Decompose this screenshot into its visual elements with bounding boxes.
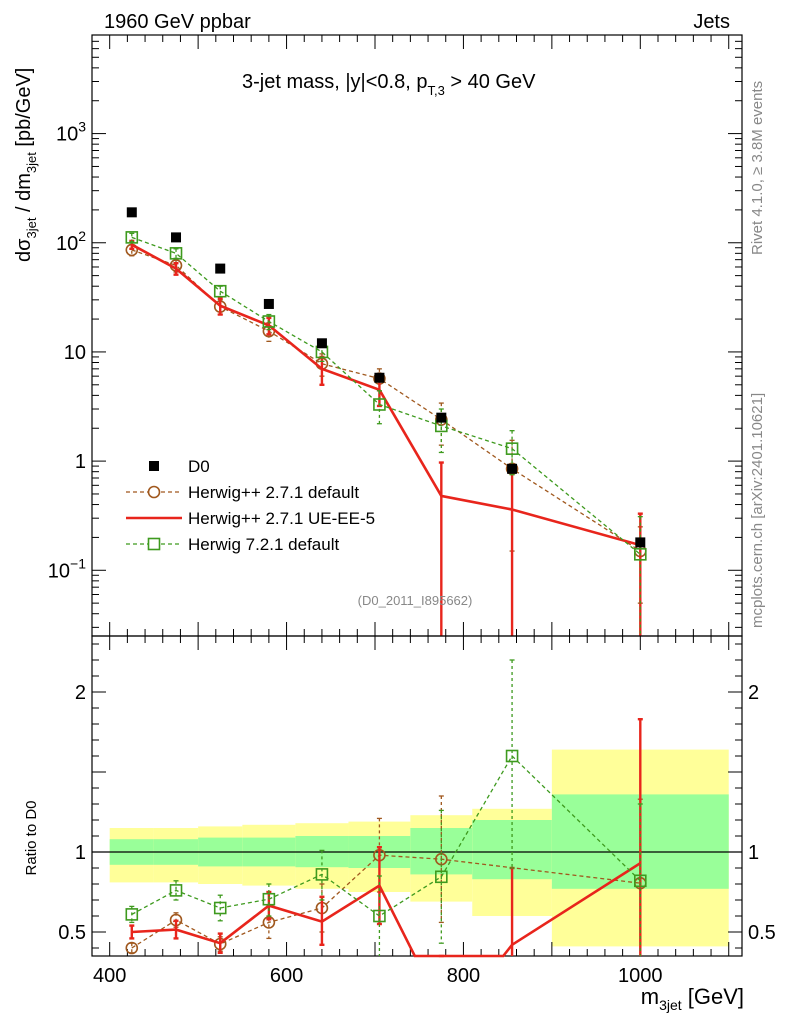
data-point <box>171 232 182 243</box>
x-tick-label: 400 <box>93 965 126 987</box>
square-marker <box>505 442 519 455</box>
legend-entry: D0 <box>149 457 210 476</box>
ratio-y-tick-label: 1 <box>75 842 86 864</box>
y-tick-label: 103 <box>56 119 86 146</box>
ratio-y-tick-label-right: 2 <box>748 682 759 704</box>
series-herwig-7-2-1-default <box>125 231 647 636</box>
square-marker <box>169 247 183 260</box>
legend-entry: Herwig++ 2.7.1 default <box>126 483 359 502</box>
square-marker <box>213 284 227 298</box>
x-tick-label: 600 <box>270 965 303 987</box>
legend-label: Herwig++ 2.7.1 UE-EE-5 <box>188 509 375 528</box>
legend-marker <box>147 537 161 551</box>
series-line <box>131 854 641 949</box>
jets-label: Jets <box>693 11 730 33</box>
data-point <box>126 207 137 218</box>
circle-marker <box>125 941 139 955</box>
square-marker <box>169 884 183 897</box>
square-marker <box>262 892 276 906</box>
square-marker <box>213 901 227 915</box>
analysis-watermark: (D0_2011_I895662) <box>358 593 473 608</box>
data-point <box>635 537 646 548</box>
legend-entry: Herwig++ 2.7.1 UE-EE-5 <box>126 509 375 528</box>
legend: D0 Herwig++ 2.7.1 default Herwig++ 2.7.1 U… <box>126 457 375 554</box>
main-ylabel: dσ3jet / dm3jet [pb/GeV] <box>13 68 39 262</box>
ratio-ylabel: Ratio to D0 <box>23 800 40 875</box>
ratio-y-tick-label: 2 <box>75 682 86 704</box>
square-marker <box>373 398 386 411</box>
legend-label: Herwig++ 2.7.1 default <box>188 483 359 502</box>
x-tick-label: 800 <box>447 965 480 987</box>
square-marker <box>505 749 519 763</box>
series-herwig-2-7-1-ue-ee-5 <box>129 239 643 636</box>
ratio-y-tick-label-right: 0.5 <box>748 922 776 944</box>
x-tick-label: 1000 <box>618 965 663 987</box>
legend-label: Herwig 7.2.1 default <box>188 535 339 554</box>
series-d0 <box>126 207 646 548</box>
data-point <box>374 372 385 383</box>
square-marker <box>435 870 448 884</box>
square-marker <box>125 231 139 244</box>
ratio-axes: 0.5 0.5 1 1 2 2 400 600 800 1000 <box>58 635 776 987</box>
mcplots-label: mcplots.cern.ch [arXiv:2401.10621] <box>749 393 766 628</box>
square-marker <box>315 868 329 881</box>
data-point <box>263 298 274 309</box>
y-tick-label: 10 <box>64 342 86 364</box>
series-line <box>131 236 641 555</box>
data-point <box>316 338 327 349</box>
y-tick-label: 10−1 <box>48 555 86 582</box>
data-point <box>436 412 447 423</box>
square-marker <box>262 315 276 328</box>
data-point <box>215 263 226 274</box>
main-title: 3-jet mass, |y|<0.8, pT,3 > 40 GeV <box>242 71 536 98</box>
square-marker <box>633 874 647 888</box>
rivet-label: Rivet 4.1.0, ≥ 3.8M events <box>749 81 766 255</box>
x-axis-label: m3jet [GeV] <box>641 984 744 1013</box>
legend-entry: Herwig 7.2.1 default <box>126 535 339 554</box>
energy-label: 1960 GeV ppbar <box>104 11 251 33</box>
series-line <box>131 862 641 958</box>
legend-marker <box>149 461 159 471</box>
y-tick-label: 1 <box>75 451 86 473</box>
square-marker <box>633 548 647 561</box>
ratio-y-tick-label: 0.5 <box>58 922 86 944</box>
data-point <box>507 463 518 474</box>
ratio-series-herwig-7-2-1-default <box>125 659 647 956</box>
y-tick-label: 102 <box>56 228 86 255</box>
square-marker <box>373 909 386 923</box>
legend-marker <box>147 485 161 499</box>
ratio-y-tick-label-right: 1 <box>748 842 759 864</box>
legend-label: D0 <box>188 457 210 476</box>
square-marker <box>125 908 139 921</box>
